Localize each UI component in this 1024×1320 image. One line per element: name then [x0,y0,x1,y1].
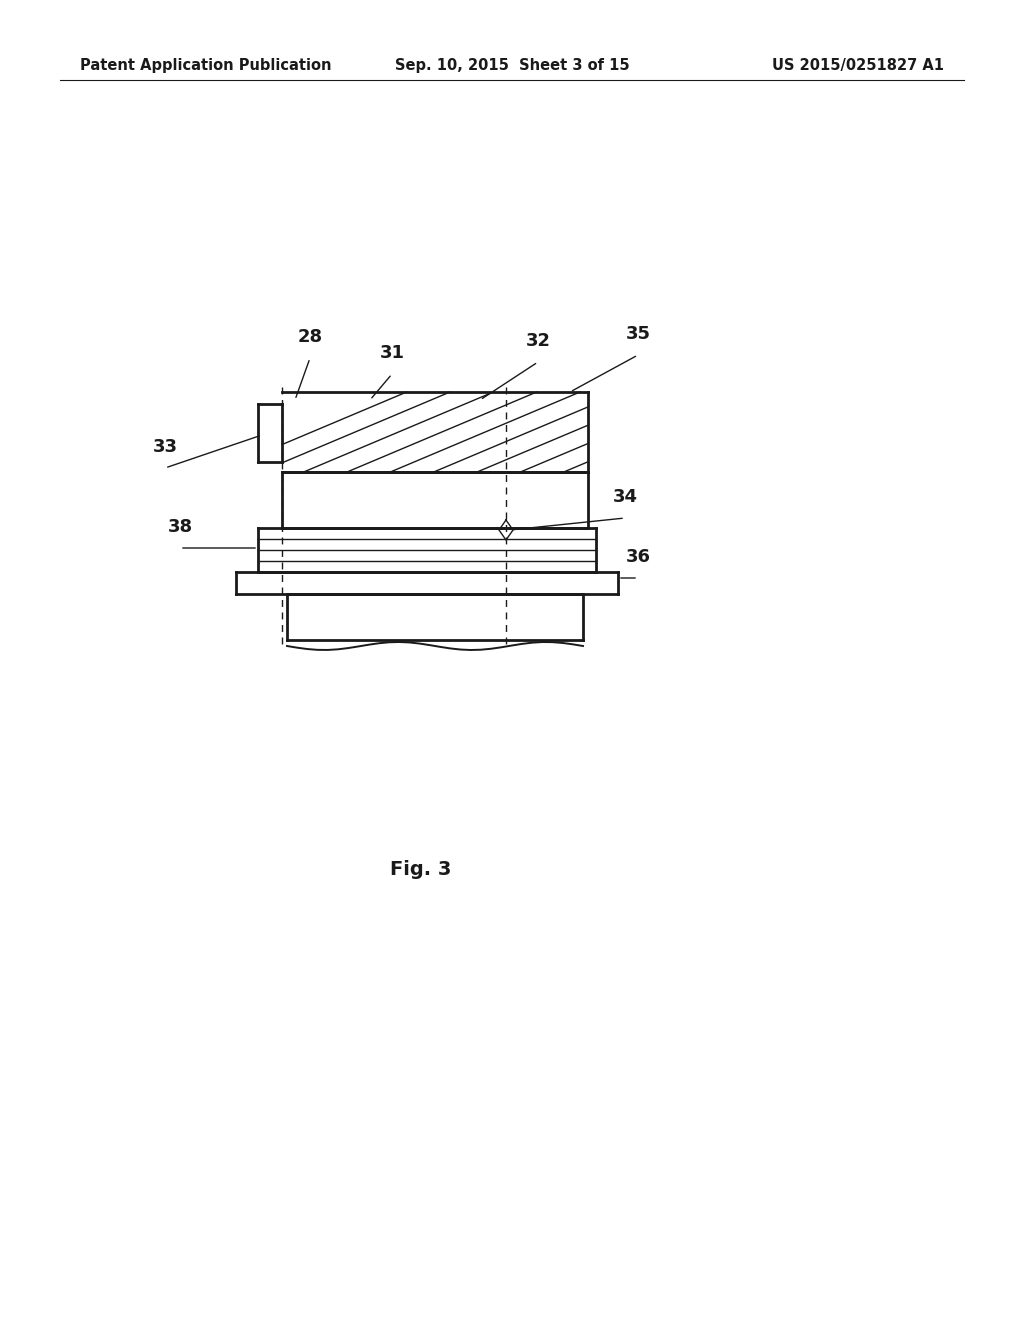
Text: 35: 35 [626,325,650,343]
Text: US 2015/0251827 A1: US 2015/0251827 A1 [772,58,944,73]
Text: Patent Application Publication: Patent Application Publication [80,58,332,73]
Text: 28: 28 [297,327,323,346]
Text: 38: 38 [168,517,193,536]
Text: 33: 33 [153,438,177,455]
Text: 36: 36 [626,548,650,566]
Text: Sep. 10, 2015  Sheet 3 of 15: Sep. 10, 2015 Sheet 3 of 15 [394,58,630,73]
Text: 32: 32 [525,333,551,350]
Text: Fig. 3: Fig. 3 [390,861,452,879]
Text: 31: 31 [380,345,404,362]
Text: 34: 34 [612,488,638,506]
